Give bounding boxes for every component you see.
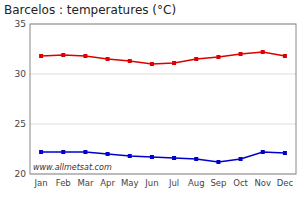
chart: Barcelos : temperatures (°C) 20 25 30 35 Jan F… <box>0 0 305 200</box>
point-marker <box>61 150 65 154</box>
point-marker <box>39 54 43 58</box>
data-group <box>39 50 287 164</box>
y-tick-label: 20 <box>15 169 27 179</box>
x-tick-label: Oct <box>233 178 248 188</box>
point-marker <box>106 152 110 156</box>
point-marker <box>216 55 220 59</box>
point-marker <box>239 157 243 161</box>
point-marker <box>172 61 176 65</box>
x-tick-label: Jan <box>34 178 48 188</box>
grid-line <box>30 124 296 125</box>
point-marker <box>239 52 243 56</box>
x-tick-label: Feb <box>56 178 71 188</box>
series-line <box>41 152 285 162</box>
annotation: www.allmetsat.com <box>33 163 112 172</box>
point-marker <box>216 160 220 164</box>
point-marker <box>39 150 43 154</box>
point-marker <box>128 154 132 158</box>
point-marker <box>61 53 65 57</box>
x-tick-label: Sep <box>210 178 226 188</box>
point-marker <box>150 62 154 66</box>
point-marker <box>261 150 265 154</box>
x-tick-label: May <box>121 178 139 188</box>
plot-frame <box>30 24 296 174</box>
grid-line <box>30 74 296 75</box>
point-marker <box>172 156 176 160</box>
point-marker <box>83 54 87 58</box>
point-marker <box>194 57 198 61</box>
y-tick-label: 30 <box>15 69 27 79</box>
point-marker <box>150 155 154 159</box>
y-tick-label: 35 <box>15 19 26 29</box>
series-line <box>41 52 285 64</box>
x-tick-label: Mar <box>77 178 94 188</box>
x-tick-label: Aug <box>188 178 205 188</box>
x-tick-label: Jun <box>144 178 158 188</box>
x-tick-label: Jul <box>168 178 179 188</box>
title: Barcelos : temperatures (°C) <box>4 3 176 17</box>
point-marker <box>194 157 198 161</box>
point-marker <box>106 57 110 61</box>
x-tick-label: Nov <box>254 178 271 188</box>
x-tick-label: Apr <box>100 178 115 188</box>
x-tick-label: Dec <box>277 178 294 188</box>
y-tick-label: 25 <box>15 119 26 129</box>
point-marker <box>283 151 287 155</box>
point-marker <box>283 54 287 58</box>
point-marker <box>83 150 87 154</box>
point-marker <box>128 59 132 63</box>
point-marker <box>261 50 265 54</box>
